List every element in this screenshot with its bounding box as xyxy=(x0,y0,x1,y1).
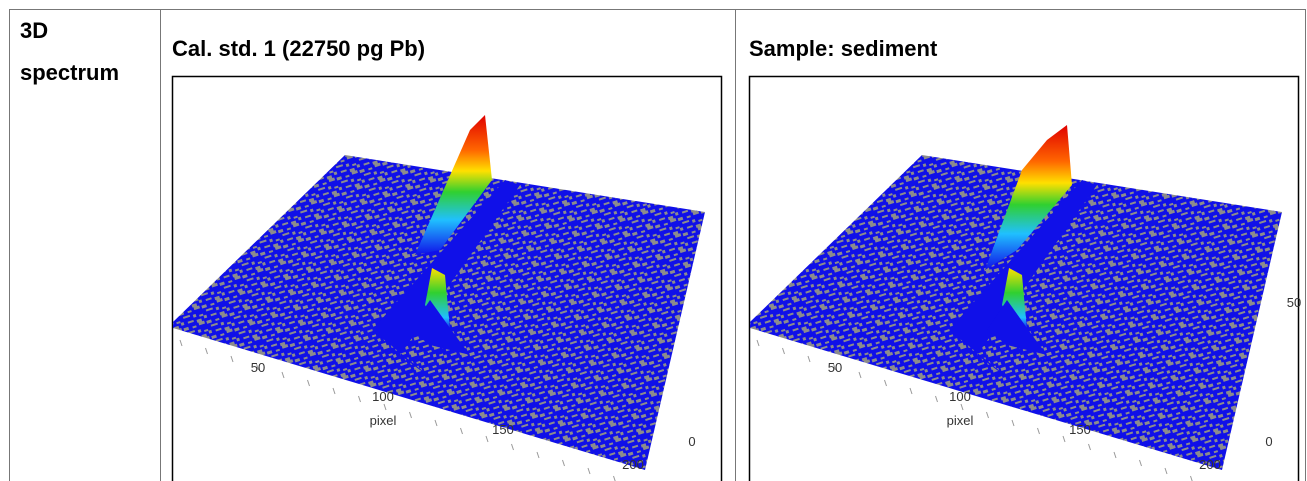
axis-tick xyxy=(1164,467,1168,475)
x-tick-label: 200 xyxy=(1199,457,1221,472)
panel: Cal. std. 1 (22750 pg Pb) 50 100 150 200 pixe… xyxy=(171,36,723,481)
x-tick-label: 150 xyxy=(1069,422,1091,437)
axis-tick xyxy=(1190,475,1193,481)
axis-tick xyxy=(179,339,183,347)
peak xyxy=(985,125,1072,270)
trough xyxy=(949,180,1097,385)
x-tick-label: 50 xyxy=(251,360,265,375)
small-peak-base xyxy=(987,300,1047,355)
axis-tick xyxy=(256,363,259,371)
x-tick-label: 100 xyxy=(372,389,394,404)
axis-tick xyxy=(485,435,489,443)
axis-tick xyxy=(383,403,387,411)
small-peak-base xyxy=(410,300,470,355)
panel: Sample: sediment 50 100 150 200 pixel 0 50 xyxy=(748,36,1301,481)
x-axis-label: pixel xyxy=(947,413,974,428)
axis-tick xyxy=(1088,443,1091,451)
axis-tick xyxy=(587,467,591,475)
axis-tick xyxy=(1062,435,1066,443)
axis-tick xyxy=(613,475,616,481)
axis-tick xyxy=(884,379,887,387)
axis-tick xyxy=(358,395,361,403)
header-line: 3D xyxy=(20,18,48,43)
panel-title: Cal. std. 1 (22750 pg Pb) xyxy=(172,36,425,61)
y-tick-label: 50 xyxy=(1287,295,1301,310)
trough xyxy=(372,180,520,385)
axis-tick xyxy=(1011,419,1015,427)
axis-tick xyxy=(307,379,310,387)
x-tick-label: 200 xyxy=(622,457,644,472)
axis-tick xyxy=(909,387,913,395)
axis-tick xyxy=(1139,459,1142,467)
axis-tick xyxy=(434,419,438,427)
axis-tick xyxy=(833,363,836,371)
x-axis-label: pixel xyxy=(370,413,397,428)
axis-tick xyxy=(807,355,811,363)
axis-tick xyxy=(858,371,862,379)
axis-tick xyxy=(332,387,336,395)
axis-tick xyxy=(935,395,938,403)
axis-tick xyxy=(756,339,760,347)
x-tick-label: 50 xyxy=(828,360,842,375)
panels: Cal. std. 1 (22750 pg Pb) 50 100 150 200 pixe… xyxy=(171,36,1301,481)
axis-tick xyxy=(511,443,514,451)
axis-tick xyxy=(1037,427,1040,435)
small-peak xyxy=(1002,268,1027,330)
axis-tick xyxy=(986,411,989,419)
y-tick-label: 0 xyxy=(688,434,695,449)
table-grid xyxy=(9,9,1306,481)
axis-tick xyxy=(460,427,463,435)
axis-tick xyxy=(281,371,285,379)
small-peak xyxy=(425,268,450,330)
axis-tick xyxy=(230,355,234,363)
axis-tick xyxy=(562,459,565,467)
header-line: spectrum xyxy=(20,60,119,85)
axis-tick xyxy=(960,403,964,411)
panel-title: Sample: sediment xyxy=(749,36,938,61)
axis-tick xyxy=(1113,451,1117,459)
axis-tick xyxy=(536,451,540,459)
x-tick-label: 100 xyxy=(949,389,971,404)
peak xyxy=(415,115,492,255)
axis-tick xyxy=(782,347,785,355)
y-tick-label: 0 xyxy=(1265,434,1272,449)
axis-tick xyxy=(205,347,208,355)
axis-tick xyxy=(409,411,412,419)
x-tick-label: 150 xyxy=(492,422,514,437)
